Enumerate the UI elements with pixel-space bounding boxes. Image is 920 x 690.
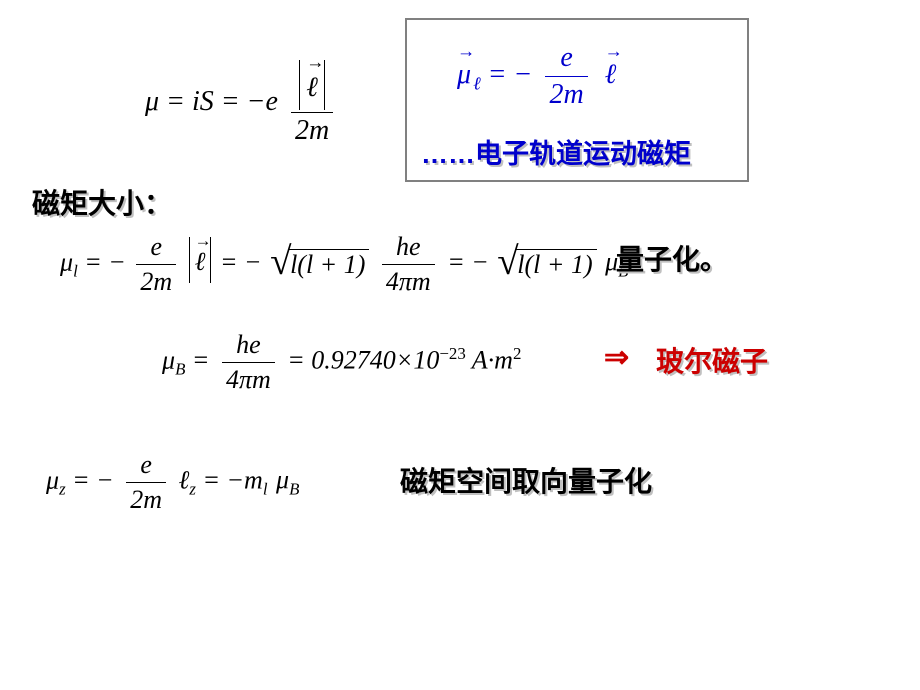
eq3-tag: 玻尔磁子: [656, 340, 768, 380]
eq3-mu-sub: B: [175, 360, 185, 379]
eq2-num1: e: [136, 232, 176, 265]
eq4-mu: μ: [46, 465, 59, 494]
equation-mu-iS: μ = iS = −e ℓ 2m: [145, 60, 333, 147]
eq2-tag: 量子化。: [616, 238, 728, 278]
eq4-den: 2m: [126, 483, 166, 515]
eq2-ell-abs: ℓ: [195, 243, 206, 277]
eq1-ell-vec: ℓ: [306, 66, 318, 104]
eq2-eq2: = −: [220, 247, 262, 276]
eq2-den1: 2m: [136, 265, 176, 297]
eq2-den2: 4πm: [382, 265, 435, 297]
orbital-moment-box: μℓ = − e 2m ℓ ……电子轨道运动磁矩: [405, 18, 749, 182]
eq1-lhs: μ = iS = −e: [145, 86, 278, 117]
eq3-arrow: ⇒: [604, 340, 629, 375]
eq3-unit-exp: 2: [513, 344, 521, 363]
eq2-eq1: = −: [84, 247, 126, 276]
equation-mu-z: μz = − e 2m ℓz = −ml μB: [46, 450, 299, 515]
eq2-mu-sub: l: [73, 262, 78, 281]
eq3-unit: A·m: [472, 345, 513, 374]
label-magnitude: 磁矩大小：: [32, 182, 172, 222]
equation-bohr-magneton: μB = he 4πm = 0.92740×10−23 A·m2: [162, 330, 521, 395]
eq3-eq: =: [192, 345, 216, 374]
slide: μ = iS = −e ℓ 2m μℓ = − e 2m ℓ ……电子轨道运动磁…: [0, 0, 920, 690]
eq3-num: he: [222, 330, 275, 363]
eq4-tag: 磁矩空间取向量子化: [400, 460, 652, 500]
box-mu-sub: ℓ: [473, 74, 481, 94]
eq2-num2: he: [382, 232, 435, 265]
eq4-eq1: = −: [72, 465, 114, 494]
eq4-ell-sub: z: [189, 480, 196, 499]
eq1-den: 2m: [291, 113, 333, 147]
eq3-exp: −23: [439, 344, 465, 363]
eq2-sqrt1: l(l + 1): [288, 249, 369, 279]
eq2-sqrt2: l(l + 1): [515, 249, 596, 279]
box-ell-vec: ℓ: [605, 55, 617, 91]
box-eq-sign: = −: [488, 59, 533, 90]
eq3-mu: μ: [162, 345, 175, 374]
box-num: e: [545, 42, 587, 77]
eq4-ell: ℓ: [179, 465, 190, 494]
eq4-mu-sub: z: [59, 480, 66, 499]
eq4-muB: μ: [276, 465, 289, 494]
eq4-ml-sub: l: [263, 480, 268, 499]
box-caption: ……电子轨道运动磁矩: [421, 132, 691, 171]
eq4-num: e: [126, 450, 166, 483]
equation-mu-l: μl = − e 2m ℓ = − √l(l + 1) he 4πm = − √…: [60, 232, 629, 297]
eq3-val: = 0.92740×10: [287, 345, 439, 374]
box-equation: μℓ = − e 2m ℓ: [457, 42, 616, 111]
eq3-den: 4πm: [222, 363, 275, 395]
eq2-mu: μ: [60, 247, 73, 276]
box-den: 2m: [545, 77, 587, 111]
eq4-muB-sub: B: [289, 480, 299, 499]
eq4-eq2: = −m: [202, 465, 262, 494]
eq2-eq3: = −: [447, 247, 489, 276]
box-mu-vec: μ: [457, 55, 471, 91]
